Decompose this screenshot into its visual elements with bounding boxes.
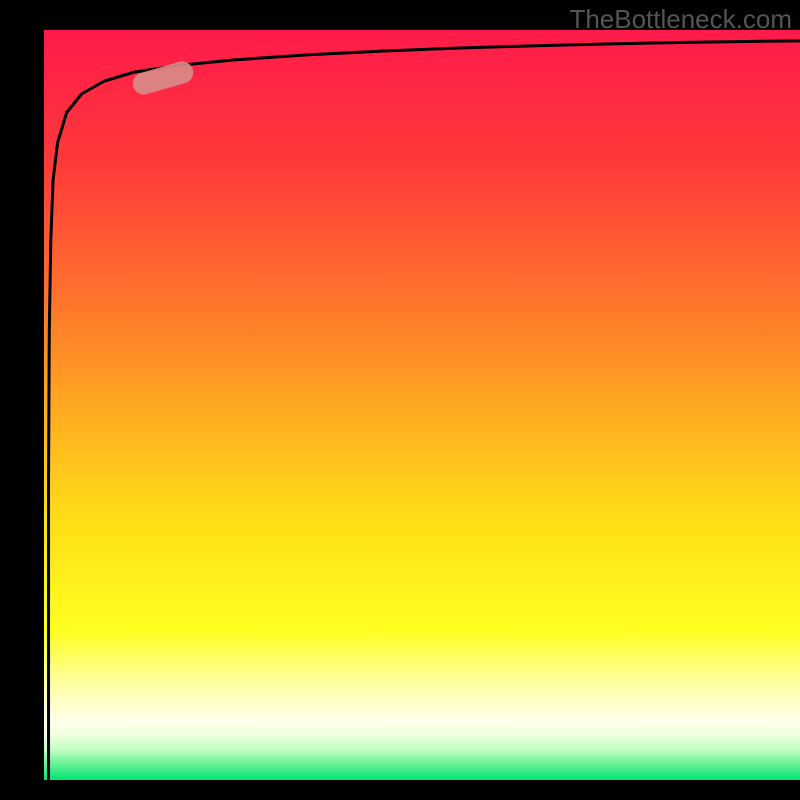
curve-path xyxy=(49,41,800,780)
curve-line xyxy=(44,30,800,780)
plot-area xyxy=(44,30,800,780)
chart-canvas: TheBottleneck.com xyxy=(0,0,800,800)
